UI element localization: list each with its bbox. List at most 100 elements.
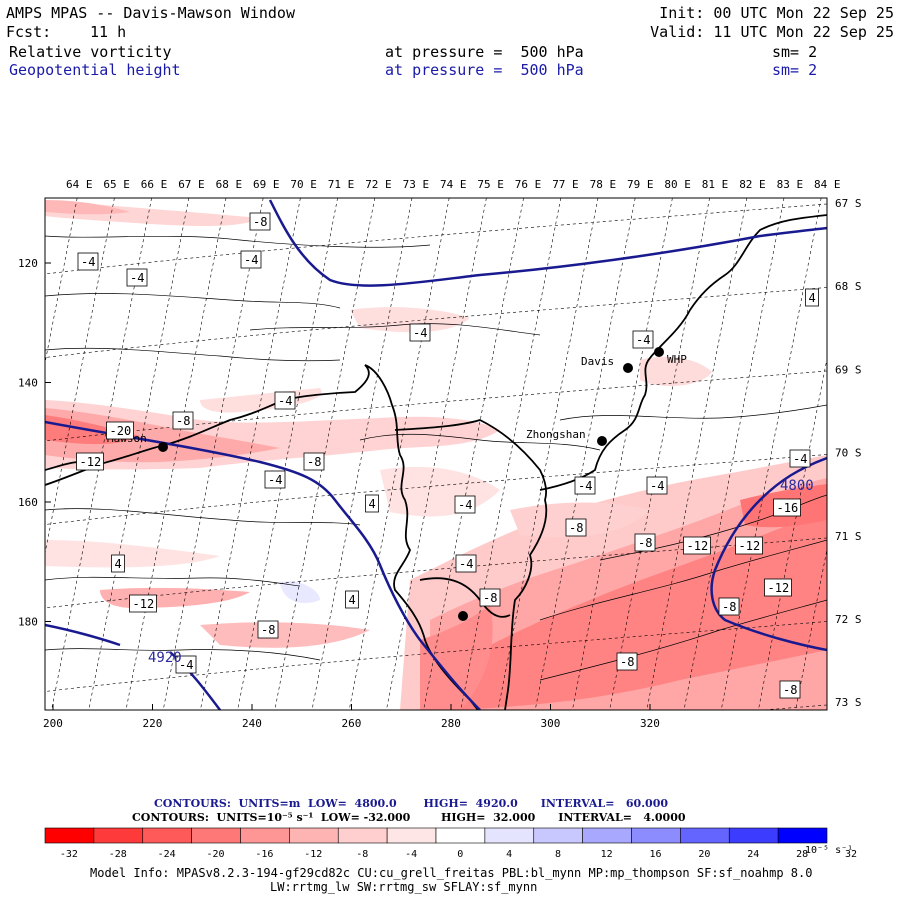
map-frame [44,197,828,711]
station-extra-marker [458,611,468,621]
vorticity-contour-label: -4 [793,452,807,466]
fcst-label: Fcst: [6,23,52,41]
scale-swatch [44,827,95,844]
longitude-labels: 64 E 65 E 66 E 67 E 68 E 69 E 70 E 71 E 72 E 73 E… [66,178,841,191]
station-davis-marker[interactable] [623,363,633,373]
scale-swatch [240,827,290,844]
scale-swatch [777,827,828,844]
y-tick-label: 180 [18,616,38,629]
field2-level: at pressure = 500 hPa [385,61,584,79]
fcst-value: 11 h [90,23,127,41]
lat-label: 69 S [835,363,862,376]
station-whp-label: WHP [667,353,687,366]
vorticity-contour-label: -12 [133,597,155,611]
scale-tick-label: 4 [506,849,512,860]
height-contour-info: CONTOURS: UNITS=m LOW= 4800.0 HIGH= 4920… [154,797,668,810]
vorticity-contour-label: -8 [638,536,652,550]
scale-swatch [435,827,486,844]
y-tick-label: 120 [18,257,38,270]
init-time: Init: 00 UTC Mon 22 Sep 25 [659,4,894,22]
scale-tick-label: -16 [255,849,273,860]
vorticity-contour-label: -8 [783,683,797,697]
x-tick-label: 200 [43,717,63,730]
scale-tick-label: 24 [747,849,759,860]
field1-sm: sm= 2 [772,43,818,61]
vorticity-contour-label: 4 [115,557,122,571]
lon-label: 70 E [290,178,317,191]
color-scale: -32 -28 -24 -20 -16 -12 -8 -4 0 4 8 12 16 20 24 28 32 10… [44,827,857,860]
scale-swatch [533,827,583,844]
lat-label: 68 S [835,280,862,293]
scale-swatch [386,827,437,844]
scale-swatch [582,827,632,844]
lon-label: 65 E [103,178,129,191]
scale-tick-label: 28 [796,849,808,860]
lon-label: 80 E [664,178,691,191]
station-zhongshan-marker[interactable] [597,436,607,446]
lat-label: 67 S [835,197,862,210]
vorticity-contour-label: -8 [307,455,321,469]
lon-label: 81 E [702,178,729,191]
vorticity-contour-label: -12 [80,455,102,469]
y-tick-label: 140 [18,377,38,390]
station-davis-label: Davis [581,355,614,368]
vorticity-contour-label: -4 [636,333,650,347]
scale-swatch [680,827,730,844]
vorticity-contour-label: -4 [130,271,144,285]
lon-label: 76 E [515,178,542,191]
vorticity-contour-label: -8 [253,215,267,229]
vorticity-contour-label: -8 [176,414,190,428]
lon-label: 79 E [627,178,654,191]
vorticity-contour-label: -12 [768,581,790,595]
model-info-line2: LW:rrtmg_lw SW:rrtmg_sw SFLAY:sf_mynn [270,880,538,894]
x-axis-ticks: 200 220 240 260 280 300 320 [43,704,660,730]
scale-tick-label: -8 [356,849,368,860]
field1-level: at pressure = 500 hPa [385,43,584,61]
scale-tick-label: -20 [206,849,224,860]
vorticity-contour-label: -12 [739,539,761,553]
vorticity-contour-label: -12 [687,539,709,553]
scale-tick-label: 32 [845,849,857,860]
x-tick-label: 320 [640,717,660,730]
model-info-line1: Model Info: MPASv8.2.3-194-gf29cd82c CU:… [90,866,813,880]
field1-name: Relative vorticity [9,43,172,61]
scale-swatch [142,827,192,844]
scale-swatch [631,827,681,844]
vorticity-contour-label: -4 [278,394,292,408]
vorticity-contour-label: -20 [110,424,132,438]
vorticity-contour-label: -8 [261,623,275,637]
vorticity-contour-label: -4 [650,479,664,493]
lon-label: 83 E [777,178,804,191]
lon-label: 72 E [365,178,392,191]
valid-time: Valid: 11 UTC Mon 22 Sep 25 [650,23,894,41]
vorticity-contour-label: -4 [413,326,427,340]
lon-label: 78 E [590,178,617,191]
lat-label: 70 S [835,447,862,460]
lat-label: 71 S [835,530,862,543]
vorticity-contour-label: -4 [81,255,95,269]
scale-tick-label: -28 [109,849,127,860]
scale-tick-label: -24 [158,849,176,860]
vorticity-fill: Davis WHP Zhongshan Mawson -8-4-4-4-4-4-… [45,198,827,710]
latitude-labels: 67 S 68 S 69 S 70 S 71 S 72 S 73 S [835,197,862,709]
vorticity-contour-label: -4 [179,658,193,672]
vorticity-contour-label: -4 [578,479,592,493]
scale-swatch [93,827,144,844]
height-contour-label: 4920 [148,650,182,666]
lon-label: 71 E [328,178,355,191]
scale-swatch [289,827,339,844]
vorticity-contour-label: -8 [722,600,736,614]
scale-swatch [484,827,535,844]
station-whp-marker[interactable] [654,347,664,357]
vorticity-contour-label: -8 [483,591,497,605]
vorticity-contour-info: CONTOURS: UNITS=10⁻⁵ s⁻¹ LOW= -32.000 HI… [132,811,686,824]
lon-label: 69 E [253,178,280,191]
lat-label: 72 S [835,613,862,626]
plot-title: AMPS MPAS -- Davis-Mawson Window [6,4,295,22]
x-tick-label: 260 [342,717,362,730]
lon-label: 66 E [141,178,168,191]
vorticity-contour-label: 4 [349,593,356,607]
lon-label: 84 E [814,178,841,191]
station-mawson-marker[interactable] [158,442,168,452]
scale-tick-label: 12 [601,849,613,860]
